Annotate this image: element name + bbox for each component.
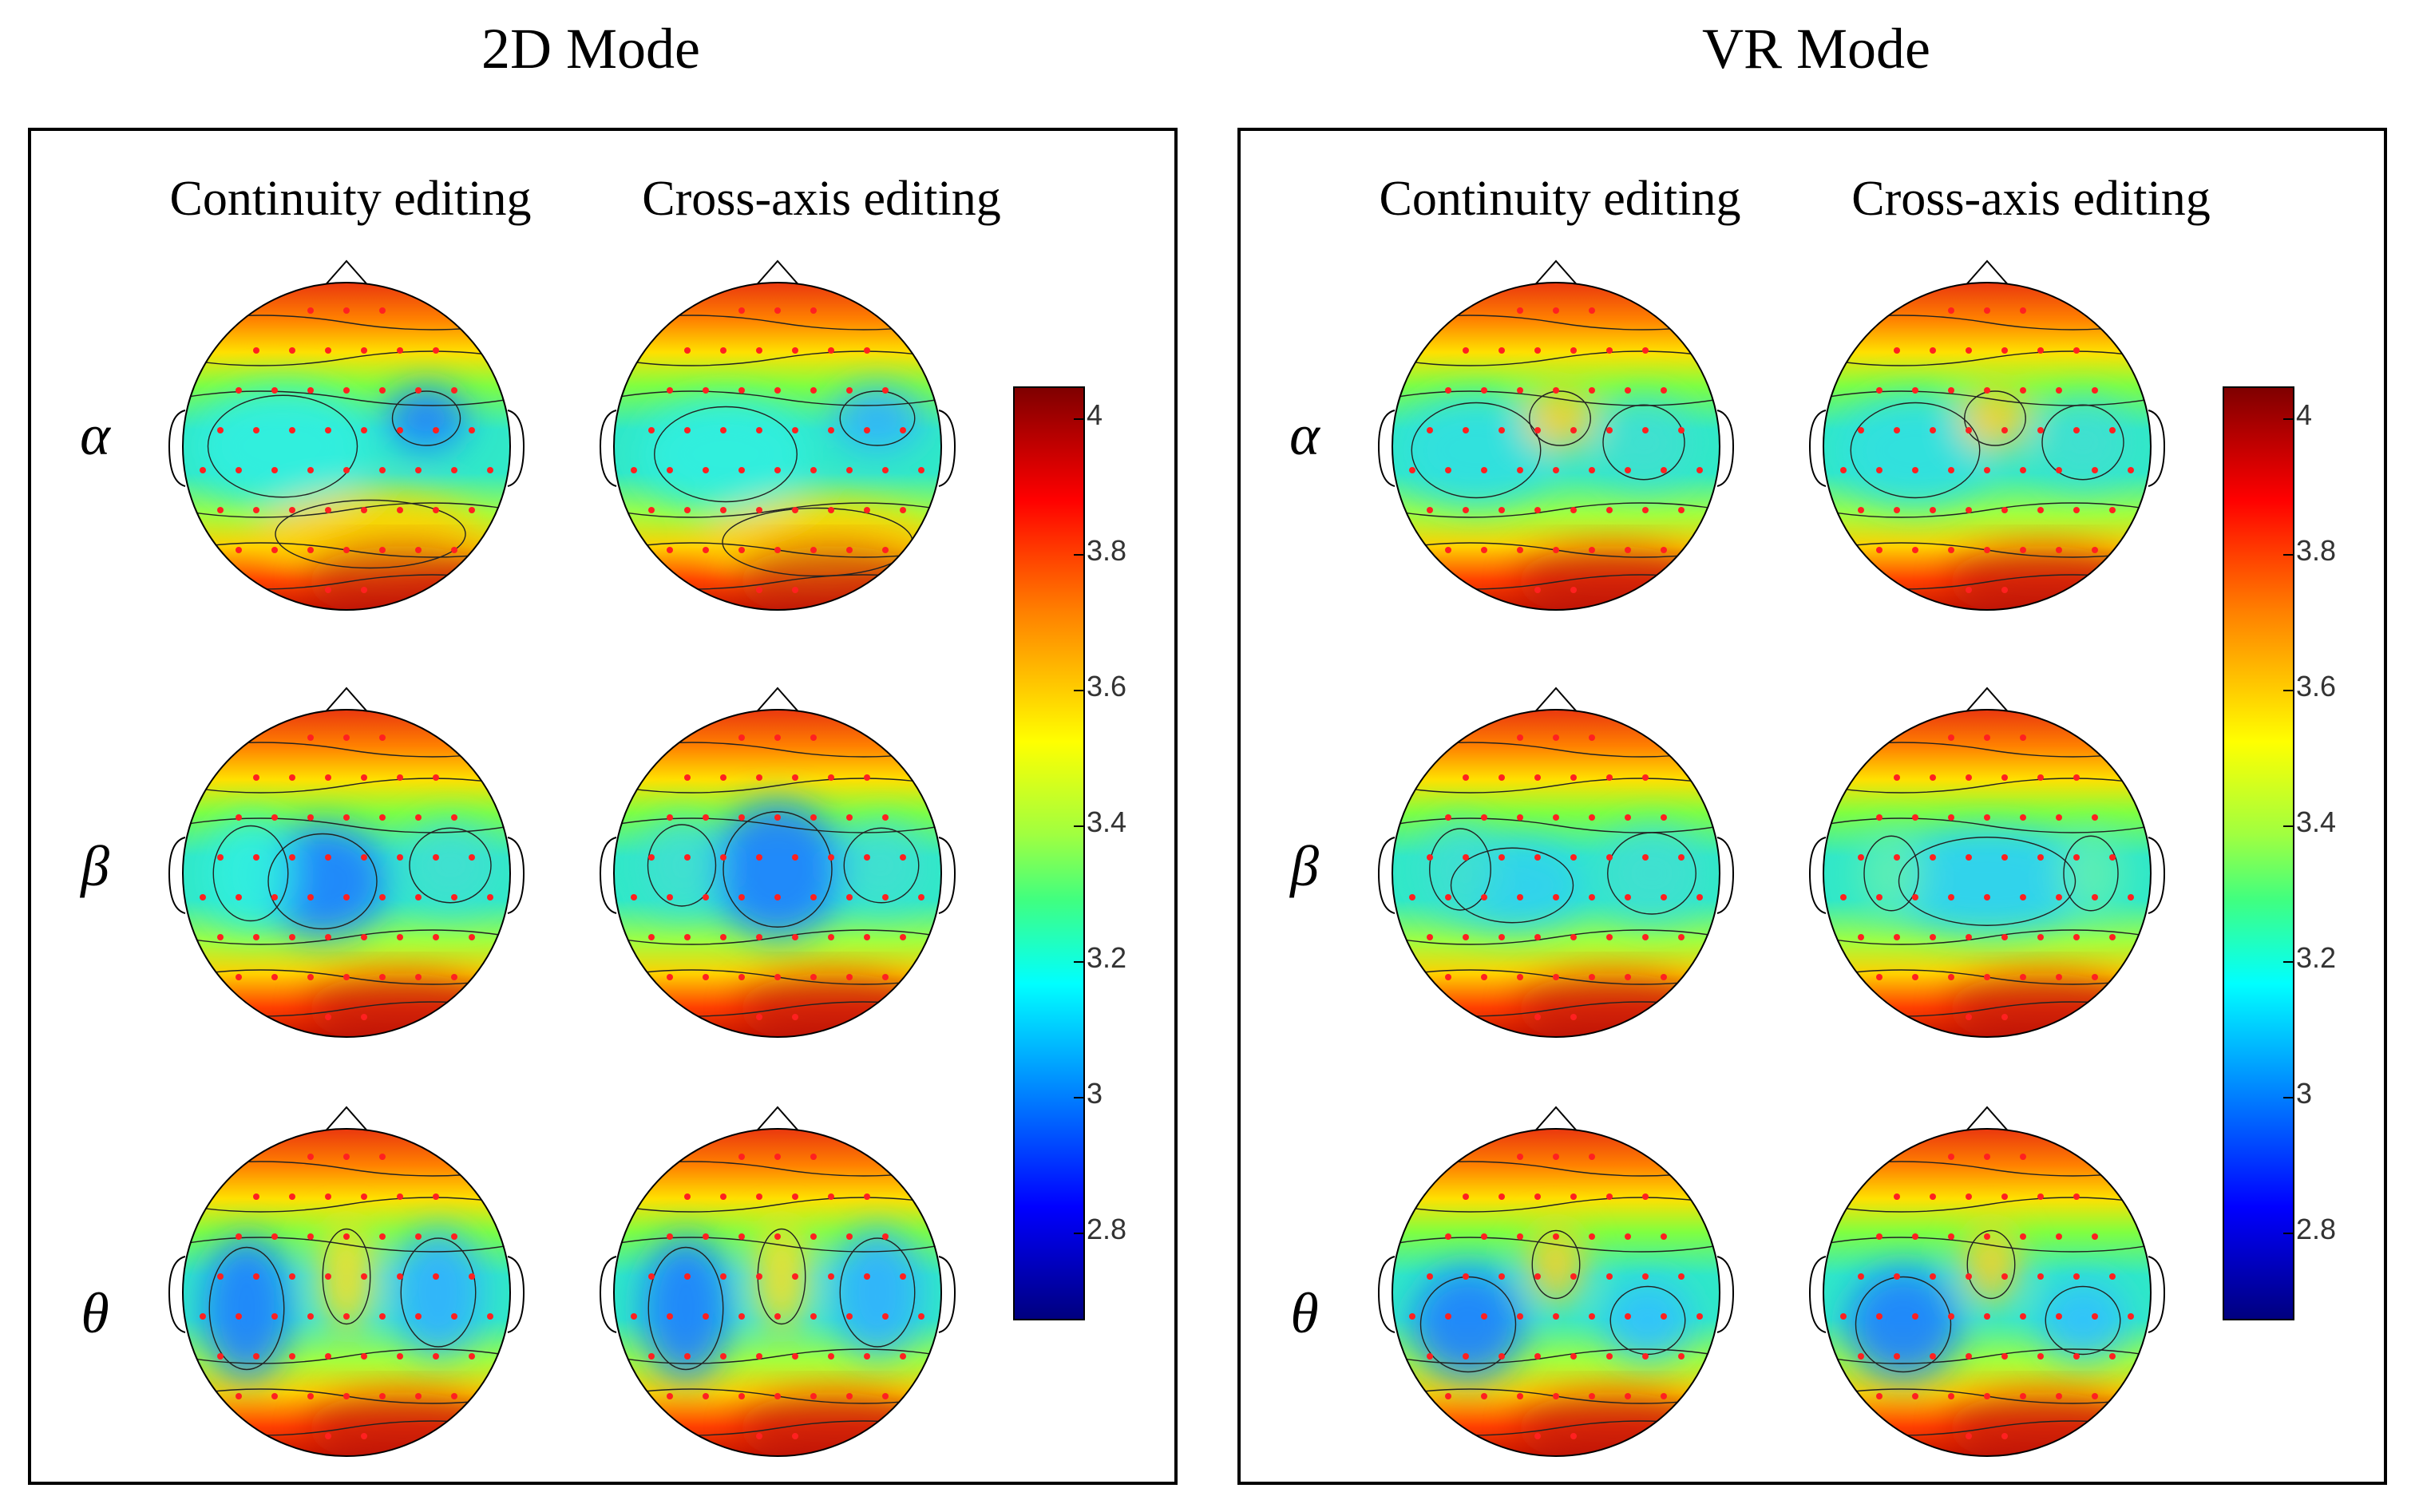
row-label-theta: θ	[81, 1281, 109, 1345]
column-header-continuity: Continuity editing	[169, 172, 532, 226]
colorbar-tick: 3	[1087, 1077, 1103, 1110]
colorbar-tick: 2.8	[1087, 1213, 1127, 1245]
colorbar-tick: 4	[1087, 398, 1103, 431]
row-label-alpha: α	[1289, 403, 1320, 467]
colorbar-tick: 3.2	[1087, 941, 1127, 974]
panel-2d-mode: Continuity editing Cross-axis editing α …	[28, 128, 1178, 1485]
topomap-2d-continuity-beta	[163, 674, 530, 1049]
topomap-vr-crossaxis-theta	[1803, 1093, 2171, 1468]
colorbar-tick: 3.6	[2296, 670, 2337, 703]
topomap-2d-crossaxis-beta	[594, 674, 961, 1049]
colorbar-tick: 4	[2296, 398, 2313, 431]
topomap-2d-continuity-alpha	[163, 247, 530, 622]
topomap-2d-continuity-theta	[163, 1093, 530, 1468]
colorbar-tick: 3.4	[1087, 805, 1127, 838]
topomap-vr-crossaxis-alpha	[1803, 247, 2171, 622]
row-label-beta: β	[1290, 834, 1319, 898]
row-label-beta: β	[81, 834, 109, 898]
colorbar-tick: 3.2	[2296, 941, 2337, 974]
colorbar-vr	[2223, 386, 2294, 1320]
topomap-vr-continuity-beta	[1372, 674, 1740, 1049]
topomap-2d-crossaxis-theta	[594, 1093, 961, 1468]
title-2d-mode: 2D Mode	[481, 17, 700, 81]
colorbar-tick: 3	[2296, 1077, 2313, 1110]
colorbar-2d	[1013, 386, 1085, 1320]
row-label-alpha: α	[80, 403, 110, 467]
topomap-vr-continuity-theta	[1372, 1093, 1740, 1468]
topomap-vr-crossaxis-beta	[1803, 674, 2171, 1049]
panel-vr-mode: Continuity editing Cross-axis editing α …	[1237, 128, 2387, 1485]
column-header-cross-axis: Cross-axis editing	[642, 172, 1001, 226]
column-header-cross-axis: Cross-axis editing	[1851, 172, 2211, 226]
colorbar-tick: 3.6	[1087, 670, 1127, 703]
column-header-continuity: Continuity editing	[1379, 172, 1741, 226]
colorbar-tick: 3.8	[2296, 534, 2337, 567]
colorbar-tick: 3.4	[2296, 805, 2337, 838]
title-vr-mode: VR Mode	[1702, 17, 1930, 81]
topomap-2d-crossaxis-alpha	[594, 247, 961, 622]
colorbar-tick: 3.8	[1087, 534, 1127, 567]
topomap-vr-continuity-alpha	[1372, 247, 1740, 622]
colorbar-tick: 2.8	[2296, 1213, 2337, 1245]
row-label-theta: θ	[1290, 1281, 1319, 1345]
